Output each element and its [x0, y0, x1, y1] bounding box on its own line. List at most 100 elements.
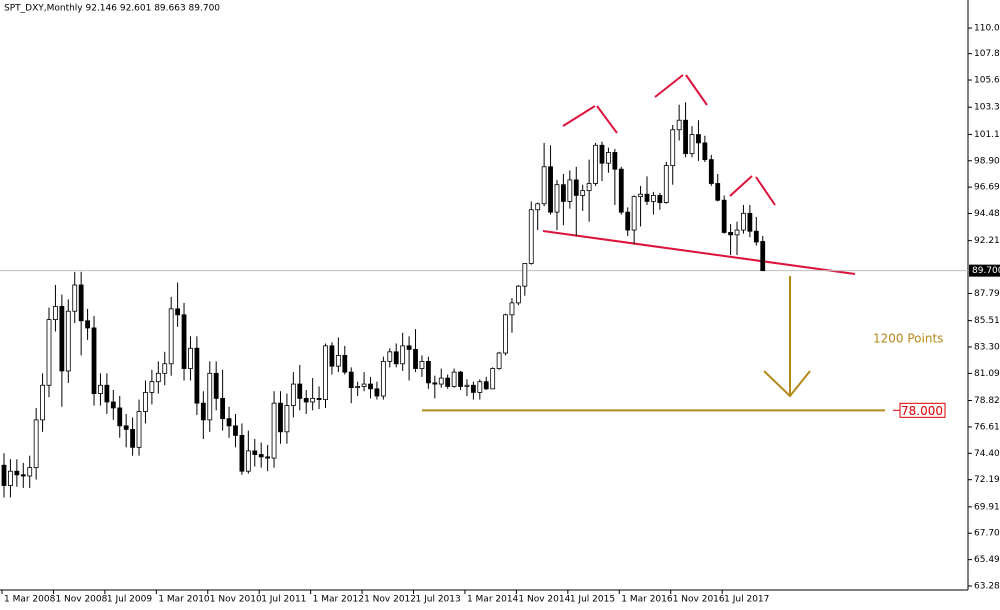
candle-body: [458, 371, 463, 387]
candle-body: [593, 144, 598, 184]
candle-body: [760, 241, 766, 272]
candle-body: [27, 467, 33, 477]
candle-body: [541, 166, 547, 205]
candle-body: [734, 229, 740, 236]
candle-body: [78, 284, 84, 322]
candle-body: [162, 363, 168, 374]
candle-body: [612, 152, 618, 170]
candle-body: [438, 377, 444, 385]
candle-body: [561, 184, 566, 202]
candle-body: [149, 381, 155, 393]
y-tick-label: 87.790: [974, 289, 1000, 299]
candle-body: [483, 381, 489, 390]
candle-body: [445, 377, 451, 387]
candle-body: [380, 360, 386, 397]
x-tick-label: 1 Nov 2010: [210, 595, 262, 605]
x-tick-label: 1 Jul 2013: [416, 595, 461, 605]
candle-body: [200, 402, 206, 421]
candle-body: [265, 456, 271, 459]
candle-body: [638, 193, 643, 198]
candle-body: [606, 152, 611, 164]
candle-body: [213, 372, 219, 399]
candle-body: [644, 193, 650, 202]
candle-body: [323, 345, 328, 400]
candle-body: [670, 129, 676, 166]
candle-body: [535, 203, 541, 211]
candle-body: [741, 212, 746, 231]
candle-body: [110, 401, 116, 409]
candle-body: [393, 351, 399, 365]
candle-body: [188, 347, 193, 369]
y-tick-label: 63.285: [974, 582, 1000, 592]
candle-body: [46, 319, 52, 386]
candle-body: [580, 190, 586, 196]
candle-body: [464, 384, 470, 387]
candle-body: [220, 397, 226, 420]
candle-body: [361, 383, 367, 387]
candle-body: [753, 230, 759, 243]
target-label-box: [899, 402, 946, 418]
candle-body: [374, 388, 380, 397]
candle-body: [284, 405, 290, 433]
candle-body: [702, 142, 708, 161]
candle-body: [419, 360, 425, 369]
y-tick-label: 92.210: [974, 236, 1000, 246]
candle-body: [728, 232, 733, 236]
candle-body: [258, 454, 264, 458]
candle-body: [143, 392, 148, 412]
annotation: 1200 Points: [873, 332, 943, 346]
candle-body: [310, 397, 316, 403]
candle-body: [181, 314, 187, 369]
x-tick-label: 1 Mar 2014: [467, 595, 519, 605]
price-label-box: [969, 264, 1000, 277]
x-tick-label: 1 Jul 2015: [570, 595, 615, 605]
candle-body: [477, 381, 483, 393]
candle-body: [335, 355, 341, 367]
candle-body: [708, 159, 714, 184]
candle-body: [40, 384, 45, 421]
x-tick-label: 1 Jul 2009: [107, 595, 152, 605]
candle-body: [207, 372, 213, 421]
candle-body: [567, 179, 573, 202]
candle-body: [528, 209, 534, 264]
candle-body: [14, 470, 20, 476]
candle-body: [8, 470, 13, 486]
candle-body: [676, 119, 682, 131]
candle-body: [451, 371, 457, 387]
candle-body: [425, 360, 431, 384]
y-tick-label: 85.515: [974, 316, 1000, 326]
candle-body: [663, 165, 669, 203]
x-tick-label: 1 Mar 2008: [4, 595, 56, 605]
candle-body: [1, 464, 7, 486]
candle-body: [651, 195, 656, 202]
candle-body: [130, 429, 136, 448]
y-tick-label: 78.820: [974, 396, 1000, 406]
pattern-lines: [542, 74, 856, 275]
candle-body: [226, 418, 232, 427]
candle-body: [104, 384, 110, 403]
candle-body: [599, 144, 605, 164]
y-tick-label: 76.610: [974, 422, 1000, 432]
candle-body: [721, 199, 727, 233]
y-tick-label: 101.115: [974, 130, 1000, 140]
y-tick-label: 98.905: [974, 156, 1000, 166]
candle-body: [496, 352, 502, 369]
x-tick-label: 1 Jul 2011: [261, 595, 306, 605]
candle-body: [239, 434, 245, 472]
candle-body: [91, 327, 97, 395]
y-tick-label: 110.020: [974, 24, 1000, 34]
candle-body: [245, 450, 251, 472]
candle-body: [117, 407, 123, 427]
y-tick-label: 103.390: [974, 103, 1000, 113]
candle-body: [657, 195, 663, 203]
candle-body: [631, 196, 637, 231]
candle-body: [406, 345, 412, 350]
candle-body: [715, 183, 721, 201]
candle-body: [290, 383, 296, 406]
y-tick-label: 81.095: [974, 369, 1000, 379]
candle-body: [586, 183, 592, 192]
y-tick-label: 94.485: [974, 209, 1000, 219]
candle-body: [72, 284, 78, 312]
candle-body: [368, 383, 373, 390]
